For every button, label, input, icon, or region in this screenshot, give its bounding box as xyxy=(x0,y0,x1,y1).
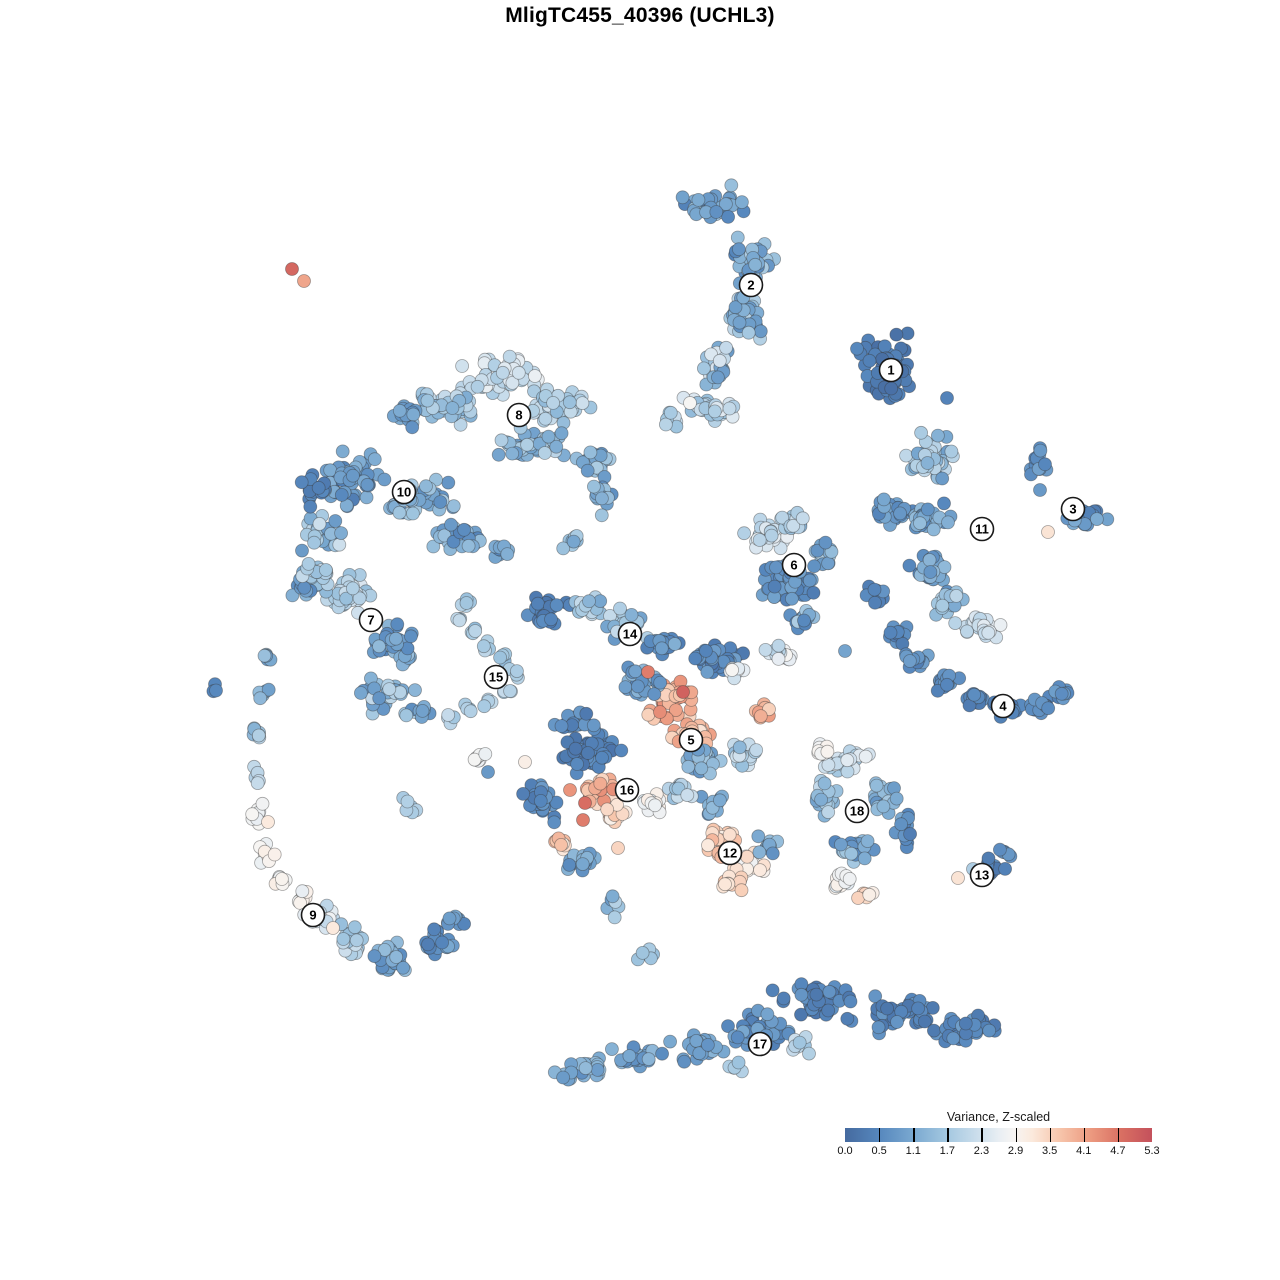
colorbar-tick-line xyxy=(879,1128,881,1142)
colorbar-tick-label: 2.3 xyxy=(973,1145,990,1157)
svg-text:6: 6 xyxy=(790,558,797,573)
colorbar-gradient xyxy=(845,1128,1152,1142)
colorbar-tick-label: 1.7 xyxy=(939,1145,955,1157)
svg-text:16: 16 xyxy=(620,783,634,798)
cluster-9-points xyxy=(291,884,472,977)
cluster-11-points xyxy=(871,425,1008,645)
cluster-label-4: 4 xyxy=(990,693,1016,719)
cluster-2-points xyxy=(659,178,781,434)
colorbar-tick-line xyxy=(1083,1128,1086,1142)
cluster-label-1: 1 xyxy=(878,357,904,383)
svg-text:18: 18 xyxy=(850,804,864,819)
svg-text:10: 10 xyxy=(397,485,411,500)
colorbar-tick-line xyxy=(981,1128,983,1142)
cluster-7-points xyxy=(206,565,437,891)
colorbar-tick-label: 4.1 xyxy=(1076,1145,1092,1157)
cluster-label-8: 8 xyxy=(506,402,532,428)
colorbar-tick-label: 3.5 xyxy=(1042,1145,1058,1157)
cluster-5-points xyxy=(547,638,798,781)
cluster-16-points xyxy=(396,747,699,878)
svg-text:17: 17 xyxy=(753,1037,767,1052)
cluster-label-15: 15 xyxy=(483,664,509,690)
svg-text:11: 11 xyxy=(975,522,989,537)
svg-text:4: 4 xyxy=(999,699,1007,714)
cluster-label-17: 17 xyxy=(747,1031,773,1057)
svg-text:12: 12 xyxy=(723,846,737,861)
cluster-label-3: 3 xyxy=(1060,496,1086,522)
cluster-18-points xyxy=(809,737,917,905)
cluster-label-16: 16 xyxy=(614,777,640,803)
colorbar-title: Variance, Z-scaled xyxy=(946,1110,1051,1124)
colorbar-tick-label: 0.0 xyxy=(837,1145,853,1157)
svg-text:13: 13 xyxy=(975,868,989,883)
svg-text:2: 2 xyxy=(747,278,754,293)
cluster-8-points xyxy=(386,349,619,556)
svg-text:15: 15 xyxy=(489,670,503,685)
cluster-label-5: 5 xyxy=(678,727,704,753)
cluster-14-points xyxy=(520,590,718,666)
svg-text:7: 7 xyxy=(367,613,374,628)
colorbar-tick-label: 1.1 xyxy=(905,1145,921,1157)
cluster-label-18: 18 xyxy=(844,798,870,824)
cluster-label-7: 7 xyxy=(358,607,384,633)
cluster-label-14: 14 xyxy=(617,621,643,647)
cluster-label-10: 10 xyxy=(391,479,417,505)
cluster-label-6: 6 xyxy=(781,552,807,578)
colorbar-tick-label: 4.7 xyxy=(1110,1145,1126,1157)
colorbar-tick-line xyxy=(1015,1128,1017,1142)
svg-text:9: 9 xyxy=(309,908,316,923)
cluster-10-points xyxy=(294,444,516,592)
colorbar-tick-line xyxy=(913,1128,915,1142)
cluster-label-11: 11 xyxy=(969,516,995,542)
cluster-4-points xyxy=(859,579,1075,724)
cluster-label-9: 9 xyxy=(300,902,326,928)
cluster-label-12: 12 xyxy=(717,840,743,866)
cluster-15-points xyxy=(441,592,525,731)
svg-text:5: 5 xyxy=(687,733,694,748)
colorbar-tick-line xyxy=(947,1128,949,1142)
colorbar-tick-line xyxy=(1117,1128,1120,1142)
cluster-label-13: 13 xyxy=(969,862,995,888)
svg-text:14: 14 xyxy=(623,627,638,642)
scatter-points xyxy=(206,178,1115,1087)
colorbar-tick-label: 0.5 xyxy=(871,1145,887,1157)
colorbar-legend: Variance, Z-scaled 0.0 0.5 1.1 1.7 2.3 2.9 3.5… xyxy=(837,1110,1159,1159)
colorbar-tick-label: 5.3 xyxy=(1144,1145,1160,1157)
cluster-17-points xyxy=(547,889,1002,1087)
cluster-6-points xyxy=(737,505,839,666)
colorbar-tick-line xyxy=(1049,1128,1051,1142)
outlier-points xyxy=(261,262,1055,935)
svg-text:1: 1 xyxy=(887,363,894,378)
cluster-label-2: 2 xyxy=(738,272,764,298)
colorbar-tick-labels: 0.0 0.5 1.1 1.7 2.3 2.9 3.5 4.1 4.7 5.3 xyxy=(837,1145,1159,1159)
cluster-12-points xyxy=(694,789,785,898)
svg-text:3: 3 xyxy=(1069,502,1076,517)
svg-text:8: 8 xyxy=(515,408,522,423)
page-title: MligTC455_40396 (UCHL3) xyxy=(505,4,775,27)
colorbar-tick-label: 2.9 xyxy=(1007,1145,1024,1157)
